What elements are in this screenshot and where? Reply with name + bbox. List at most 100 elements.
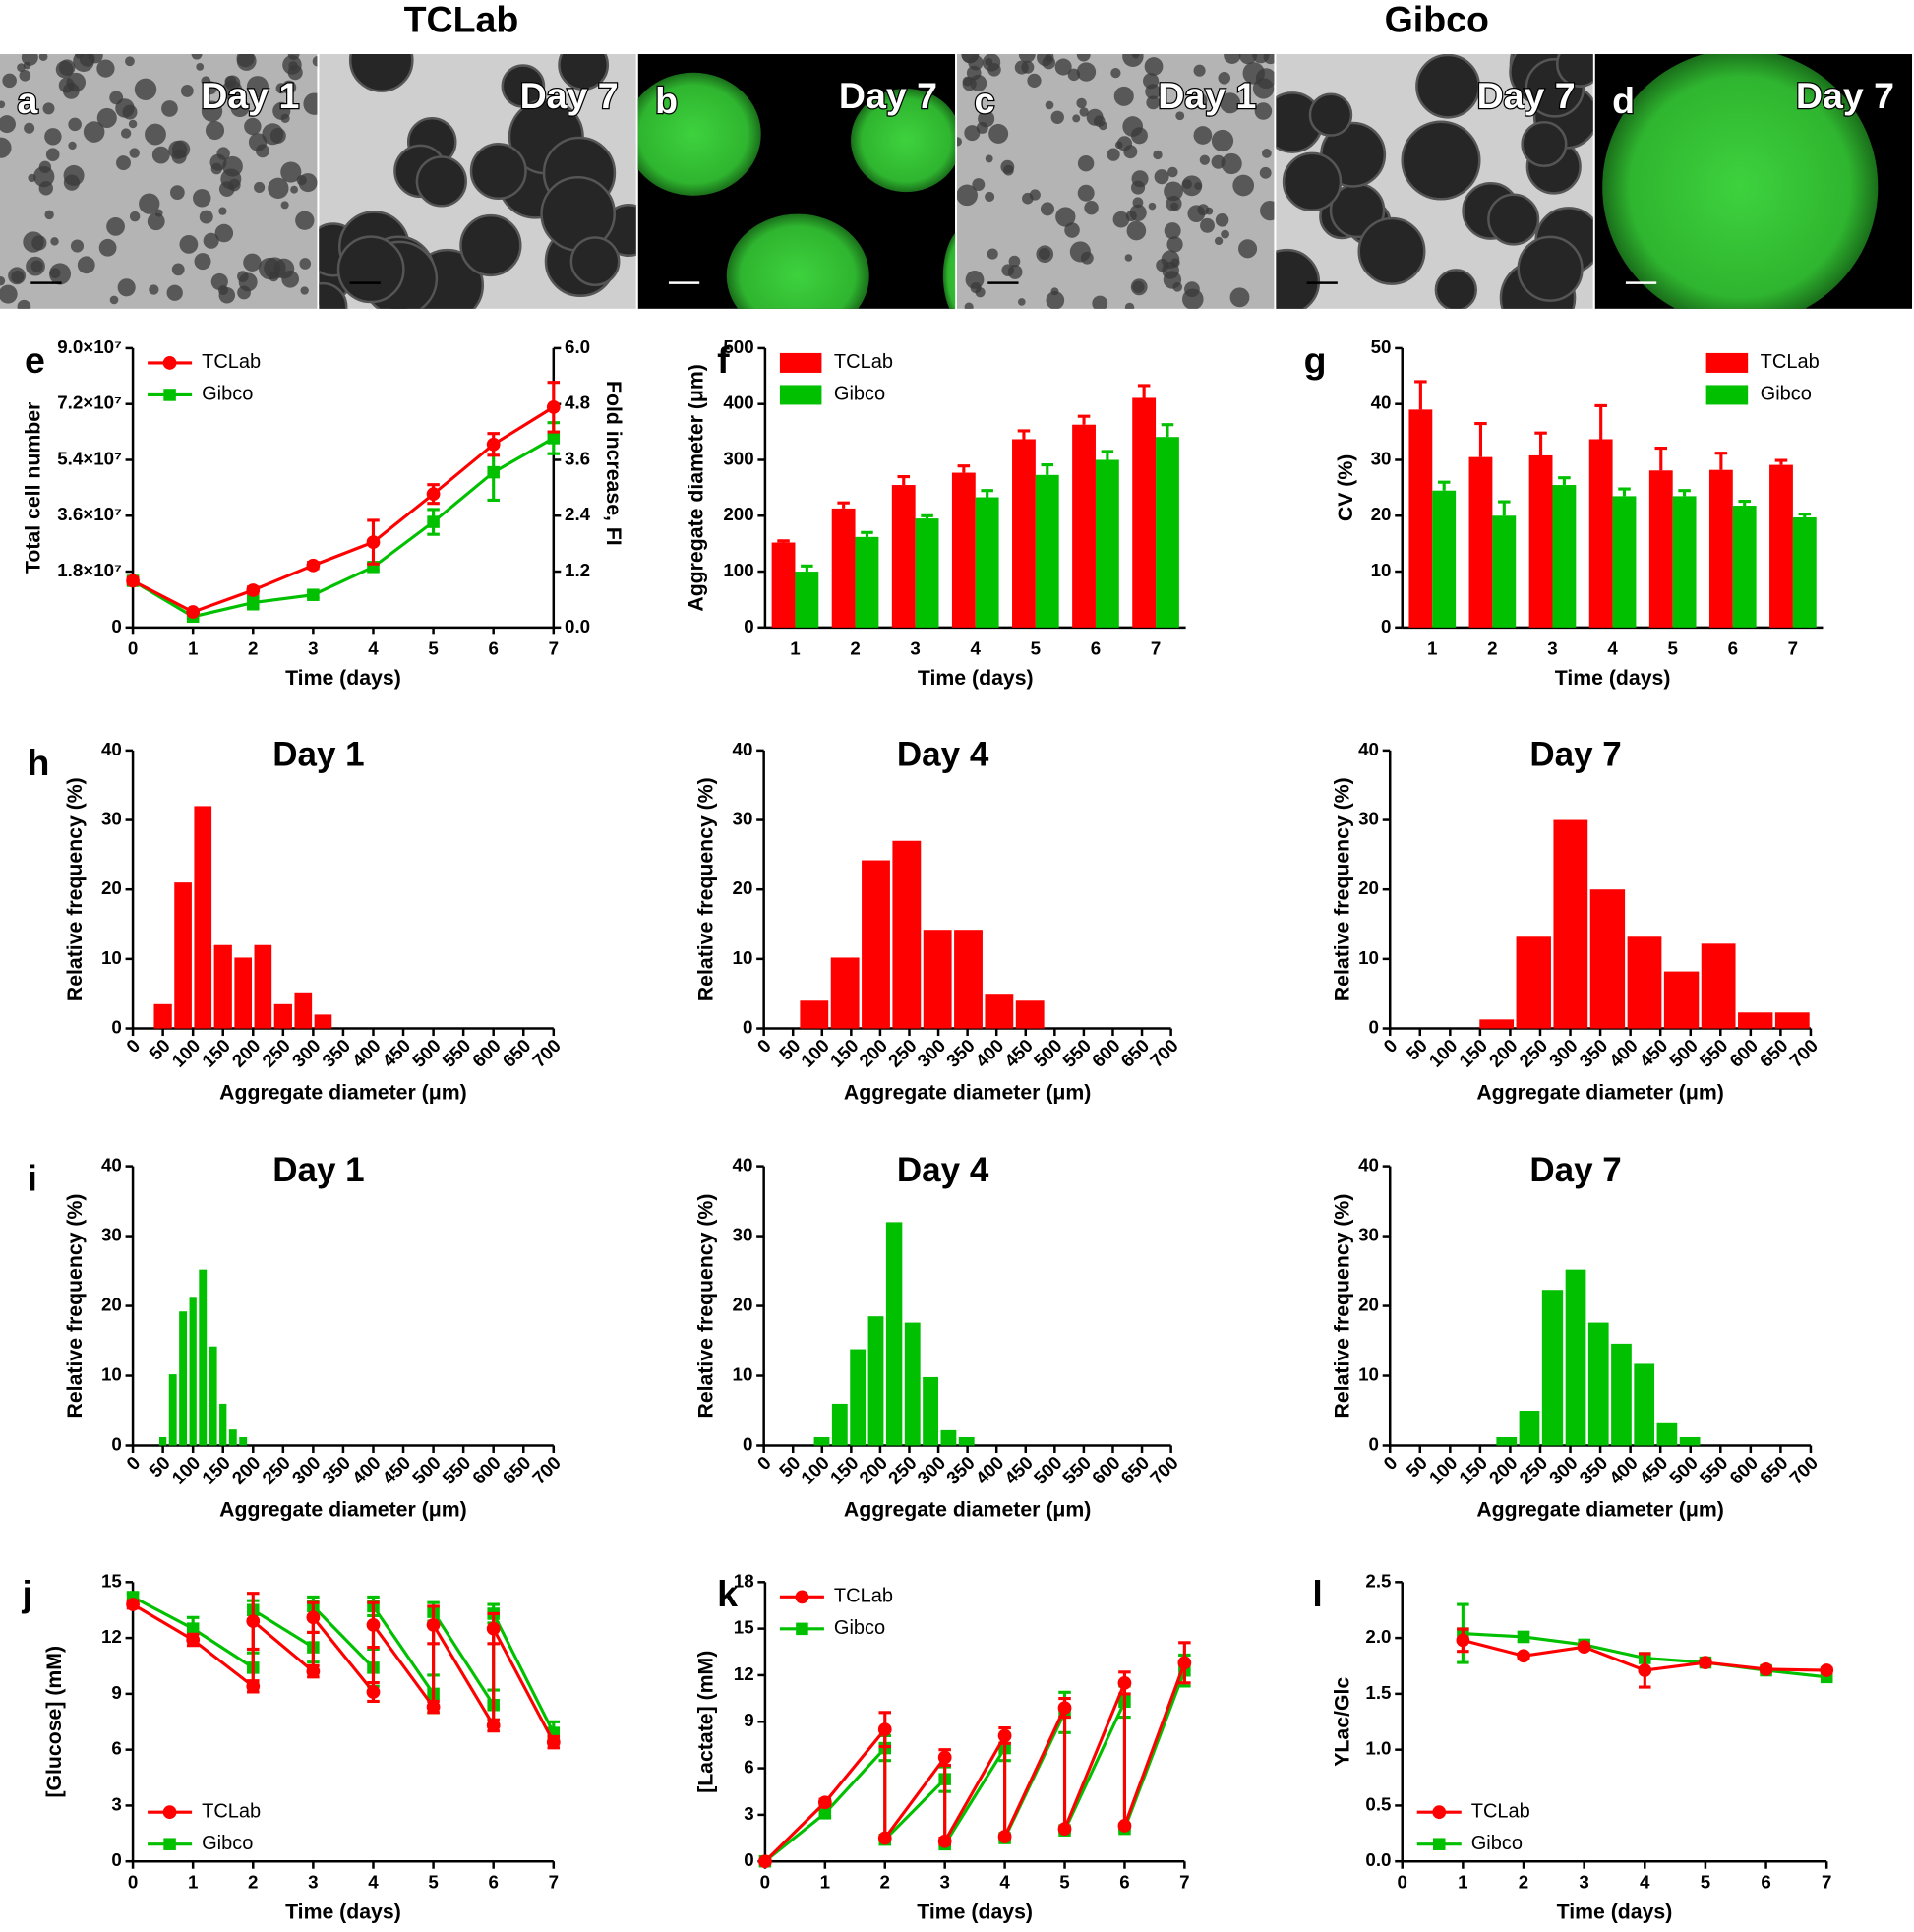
marker: [997, 1728, 1012, 1743]
photo-aggregate: [154, 209, 163, 217]
photo-aggregate: [558, 54, 610, 91]
photo-aggregate: [0, 115, 16, 134]
x-tick-label: 5: [428, 637, 438, 658]
photo-aggregate: [1008, 255, 1021, 268]
bar: [1012, 439, 1036, 628]
photo-aggregate: [0, 275, 6, 286]
bar: [1648, 470, 1673, 628]
photo-aggregate: [299, 258, 312, 270]
photo-aggregate: [415, 155, 467, 208]
x-tick-label: 600: [468, 1452, 505, 1488]
photo-aggregate: [122, 104, 138, 120]
photo-aggregate: [985, 191, 995, 203]
x-tick-label: 7: [1822, 1872, 1831, 1893]
histogram-bar: [1738, 1012, 1773, 1029]
bar: [1492, 515, 1517, 628]
chart-title: Day 7: [1529, 1151, 1621, 1189]
histogram-bar: [1634, 1363, 1655, 1446]
error-bar: [1137, 384, 1151, 398]
error-bar: [1774, 458, 1788, 465]
x-tick-label: 700: [1785, 1035, 1822, 1071]
x-axis-title: Time (days): [918, 666, 1034, 690]
bar: [1732, 506, 1757, 628]
photo-aggregate: [1076, 97, 1087, 109]
x-tick-label: 1: [188, 1872, 198, 1893]
photo-aggregate: [1130, 180, 1146, 195]
y-tick-label: 0: [111, 1433, 121, 1454]
photo-aggregate: [218, 207, 227, 215]
x-tick-label: 600: [1088, 1035, 1124, 1071]
y-tick-label: 12: [101, 1626, 122, 1647]
photo-aggregate: [459, 213, 522, 277]
y-tick-label: 0: [111, 1849, 121, 1870]
photo-aggregate: [280, 201, 289, 210]
y-tick-label: 12: [734, 1663, 754, 1684]
series-line: [132, 405, 555, 614]
photo-aggregate: [961, 54, 979, 64]
photo-aggregate: [1113, 86, 1134, 106]
x-tick-label: 450: [378, 1035, 414, 1071]
photo-aggregate: [24, 122, 35, 134]
photo-aggregate: [1029, 189, 1041, 201]
legend-marker: [162, 1805, 177, 1820]
photo-aggregate: [1107, 148, 1120, 161]
bar: [1769, 464, 1793, 628]
y-tick-label: 10: [1358, 947, 1379, 968]
legend-swatch: [779, 352, 822, 373]
photo-aggregate: [1261, 149, 1272, 158]
y-tick-label: 40: [1371, 392, 1392, 413]
histogram-bar: [830, 957, 860, 1029]
x-tick-label: 5: [1059, 1872, 1069, 1893]
error-bar: [1534, 431, 1547, 455]
x-tick-label: 0: [122, 1035, 144, 1057]
x-tick-label: 400: [972, 1035, 1008, 1071]
histogram-bar: [1627, 936, 1662, 1029]
photo-aggregate: [1205, 207, 1214, 215]
x-tick-label: 2: [248, 637, 258, 658]
y2-tick-label: 3.6: [565, 448, 590, 468]
chart-title: Day 4: [897, 1151, 989, 1189]
x-tick-label: 550: [1058, 1035, 1095, 1071]
x-tick-label: 650: [499, 1035, 535, 1071]
x-tick-label: 150: [198, 1035, 234, 1071]
x-axis-title: Aggregate diameter (μm): [844, 1080, 1092, 1104]
y-tick-label: 30: [1358, 1225, 1379, 1245]
photo-aggregate: [1357, 216, 1426, 285]
error-bar: [981, 489, 993, 498]
photo-aggregate: [348, 54, 414, 92]
error-bar: [1558, 476, 1571, 486]
photo-aggregate: [290, 185, 298, 194]
x-tick-label: 3: [308, 1872, 318, 1893]
y-tick-label: 6: [111, 1738, 121, 1759]
histogram-bar: [831, 1403, 848, 1446]
histogram-bar: [954, 930, 983, 1029]
photo-aggregate: [224, 75, 237, 88]
histogram-bar: [862, 860, 890, 1029]
x-tick-label: 700: [1146, 1452, 1182, 1488]
photo-aggregate: [96, 107, 117, 128]
x-tick-label: 600: [1725, 1035, 1762, 1071]
bar: [891, 485, 916, 628]
x-tick-label: 700: [528, 1452, 565, 1488]
photo-aggregate: [0, 100, 6, 109]
y-tick-label: 9: [744, 1710, 753, 1730]
photo-aggregate: [243, 253, 262, 272]
photo-aggregate: [1161, 250, 1180, 270]
y-tick-label: 0: [744, 616, 753, 636]
legend-swatch: [779, 385, 822, 405]
photo-aggregate: [1027, 73, 1042, 88]
x-tick-label: 6: [488, 1872, 498, 1893]
x-tick-label: 550: [1058, 1452, 1095, 1488]
photo-aggregate: [1193, 126, 1213, 145]
photo-aggregate: [1415, 54, 1480, 119]
bar: [1072, 424, 1096, 628]
histogram-bar: [923, 1376, 938, 1446]
photo-aggregate: [1401, 120, 1481, 201]
y-tick-label: 30: [1371, 448, 1392, 468]
x-tick-label: 350: [942, 1035, 979, 1071]
histogram-bar: [800, 1000, 829, 1029]
photo-aggregate: [1214, 236, 1224, 246]
photo-aggregate: [972, 178, 986, 191]
x-tick-label: 700: [528, 1035, 565, 1071]
histogram-bar: [1479, 1019, 1515, 1029]
